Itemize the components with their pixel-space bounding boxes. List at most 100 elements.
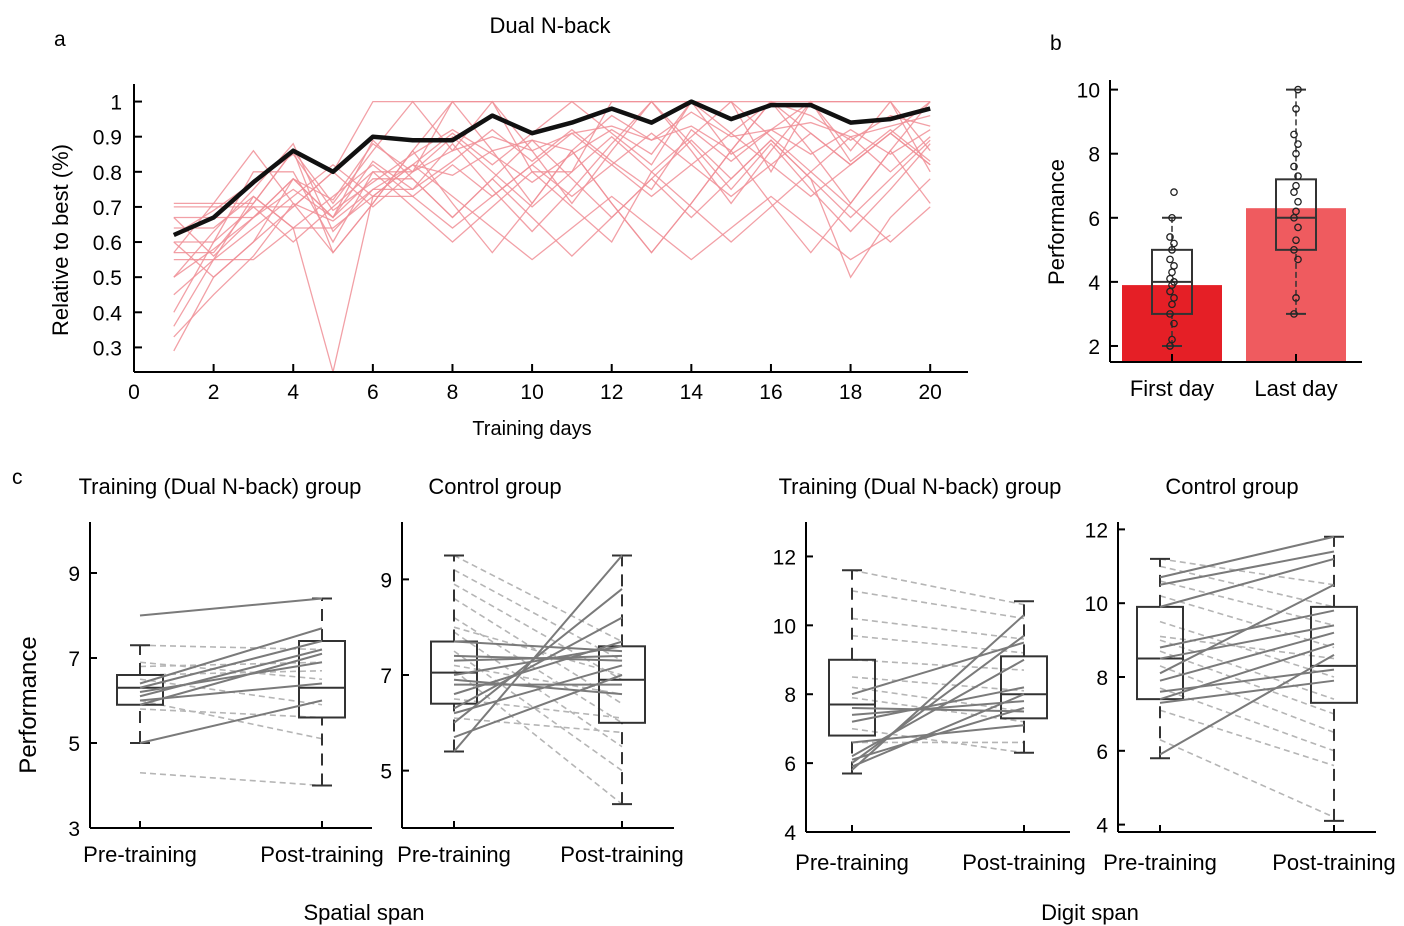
x-category-label: Post-training <box>560 842 684 867</box>
y-tick-label: 10 <box>773 615 796 638</box>
y-tick-label: 0.6 <box>93 232 122 255</box>
subject-line-dashed <box>1159 639 1335 700</box>
subject-line-solid <box>851 700 1025 716</box>
panel-a-label: a <box>54 28 66 51</box>
chart-a-title: Dual N-back <box>489 13 611 38</box>
y-tick-label: 7 <box>68 648 80 671</box>
x-tick-label: 10 <box>520 381 543 404</box>
y-tick-label: 4 <box>1096 815 1108 838</box>
x-category-label: Last day <box>1254 376 1337 401</box>
subject-line-dashed <box>139 661 323 681</box>
x-tick-label: 20 <box>919 381 942 404</box>
data-point <box>1166 310 1174 318</box>
subject-line-dashed <box>851 569 1025 606</box>
data-point <box>1292 236 1300 245</box>
data-point <box>1170 188 1178 197</box>
data-point <box>1290 245 1298 254</box>
data-point <box>1166 233 1174 241</box>
subject-line-dashed <box>453 698 623 719</box>
y-tick-label: 10 <box>1085 593 1108 616</box>
individual-line-10 <box>173 132 931 229</box>
subject-line-solid <box>1159 557 1335 608</box>
subject-line-dashed <box>851 686 1025 713</box>
subject-line-solid <box>139 627 323 685</box>
subject-line-solid <box>139 640 323 689</box>
subject-line-dashed <box>453 626 623 676</box>
x-tick-label: 0 <box>128 381 140 404</box>
y-tick-label: 0.9 <box>93 127 122 150</box>
x-category-label: Post-training <box>962 850 1086 875</box>
box <box>1310 605 1358 704</box>
y-tick-label: 9 <box>68 563 80 586</box>
subject-line-dashed <box>851 590 1025 620</box>
subject-line-dashed <box>1159 565 1335 608</box>
subject-line-dashed <box>851 676 1025 692</box>
subject-line-solid <box>1159 631 1335 682</box>
y-tick-label: 5 <box>380 761 392 784</box>
subject-line-solid <box>851 693 1025 768</box>
data-point <box>1292 181 1300 190</box>
individual-line-9 <box>173 100 931 236</box>
subject-line-solid <box>1159 668 1335 693</box>
subject-line-solid <box>453 640 623 653</box>
x-category-label: Post-training <box>260 842 384 867</box>
subject-line-solid <box>453 678 623 696</box>
x-tick-label: 16 <box>759 381 782 404</box>
data-point <box>1168 213 1176 222</box>
y-tick-label: 7 <box>380 665 392 688</box>
data-point <box>1294 140 1302 148</box>
subject-line-solid <box>139 699 323 744</box>
y-tick-label: 4 <box>784 822 796 845</box>
subject-line-solid <box>453 616 623 710</box>
y-tick-label: 12 <box>773 546 796 569</box>
data-point <box>1290 188 1298 197</box>
x-tick-label: 2 <box>208 381 220 404</box>
subject-line-dashed <box>139 708 323 719</box>
individual-line-12 <box>173 170 931 244</box>
spatial-span-label: Spatial span <box>303 900 424 925</box>
y-tick-label: 6 <box>1096 741 1108 764</box>
subject-line-solid <box>1159 679 1335 704</box>
data-point <box>1170 319 1178 328</box>
data-point <box>1294 255 1302 264</box>
y-tick-label: 3 <box>68 818 80 841</box>
subject-line-solid <box>453 654 623 662</box>
x-category-label: Post-training <box>1272 850 1396 875</box>
x-tick-label: 14 <box>680 381 704 404</box>
subject-line-solid <box>1159 653 1335 756</box>
subject-line-dashed <box>851 658 1025 671</box>
subject-line-solid <box>453 664 623 715</box>
subject-line-dashed <box>1159 580 1335 627</box>
subject-line-solid <box>1159 609 1335 649</box>
subject-line-dashed <box>1159 687 1335 752</box>
subject-line-solid <box>851 614 1025 771</box>
subject-line-solid <box>139 648 323 698</box>
subject-line-dashed <box>1159 620 1335 678</box>
individual-line-17 <box>173 139 931 279</box>
data-point <box>1166 255 1174 264</box>
panel-c-digit-training-box-chart: Training (Dual N-back) group 4 6 8 10 12 Pre-… <box>773 474 1086 875</box>
y-tick-label: 0.3 <box>93 337 122 360</box>
data-point <box>1294 85 1302 94</box>
data-point <box>1294 223 1302 232</box>
subject-line-dashed <box>851 634 1025 654</box>
individual-line-14 <box>173 100 931 278</box>
y-tick-label: 8 <box>784 684 796 707</box>
y-tick-label: 2 <box>1088 336 1100 359</box>
y-tick-label: 6 <box>784 753 796 776</box>
subject-line-solid <box>851 686 1025 723</box>
subject-line-dashed <box>453 554 623 643</box>
panel-b-bar-chart: Performance First day Last day 2 4 6 8 10 <box>1044 80 1362 401</box>
subject-line-dashed <box>851 696 1025 723</box>
y-tick-label: 12 <box>1085 519 1108 542</box>
subject-line-solid <box>453 588 623 724</box>
x-category-label: Pre-training <box>795 850 909 875</box>
subject-line-dashed <box>453 616 623 724</box>
subject-line-solid <box>1159 535 1335 579</box>
x-category-label: Pre-training <box>83 842 197 867</box>
individual-line-2 <box>173 100 931 338</box>
data-point <box>1290 162 1298 171</box>
individual-line-16 <box>173 100 931 279</box>
individual-line-4 <box>173 100 931 296</box>
x-tick-label: 6 <box>367 381 379 404</box>
